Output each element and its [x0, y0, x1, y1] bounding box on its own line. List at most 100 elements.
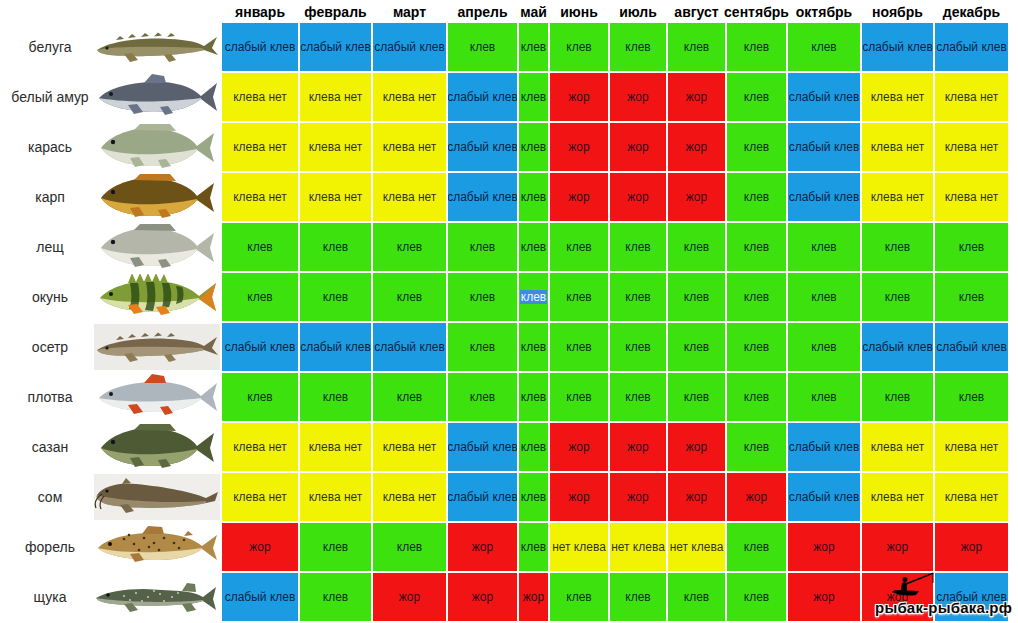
calendar-cell[interactable]: клев [519, 423, 548, 471]
calendar-cell[interactable]: слабый клев [935, 323, 1008, 371]
calendar-cell[interactable]: жор [610, 473, 666, 521]
calendar-cell[interactable]: клев [519, 373, 548, 421]
calendar-cell[interactable]: клев [788, 323, 860, 371]
calendar-cell[interactable]: клев [610, 223, 666, 271]
calendar-cell[interactable]: клева нет [373, 473, 446, 521]
calendar-cell[interactable]: клев [862, 373, 933, 421]
calendar-cell[interactable]: клев [788, 373, 860, 421]
calendar-cell[interactable]: клев [862, 273, 933, 321]
calendar-cell[interactable]: жор [550, 173, 608, 221]
calendar-cell[interactable]: жор [610, 123, 666, 171]
calendar-cell[interactable]: клев [519, 273, 548, 321]
calendar-cell[interactable]: жор [550, 123, 608, 171]
calendar-cell[interactable]: клева нет [373, 123, 446, 171]
calendar-cell[interactable]: клева нет [935, 173, 1008, 221]
calendar-cell[interactable]: клева нет [862, 73, 933, 121]
calendar-cell[interactable]: слабый клев [788, 73, 860, 121]
calendar-cell[interactable]: клева нет [373, 423, 446, 471]
calendar-cell[interactable]: клев [300, 373, 371, 421]
calendar-cell[interactable]: жор [550, 473, 608, 521]
calendar-cell[interactable]: клев [550, 273, 608, 321]
calendar-cell[interactable]: клев [668, 273, 725, 321]
calendar-cell[interactable]: клев [300, 273, 371, 321]
calendar-cell[interactable]: жор [550, 73, 608, 121]
calendar-cell[interactable]: клев [788, 23, 860, 71]
calendar-cell[interactable]: клев [519, 73, 548, 121]
calendar-cell[interactable]: жор [668, 123, 725, 171]
calendar-cell[interactable]: клева нет [300, 423, 371, 471]
calendar-cell[interactable]: жор [373, 573, 446, 621]
calendar-cell[interactable]: клев [727, 423, 786, 471]
calendar-cell[interactable]: клев [727, 573, 786, 621]
calendar-cell[interactable]: клева нет [935, 423, 1008, 471]
calendar-cell[interactable]: клева нет [862, 173, 933, 221]
calendar-cell[interactable]: слабый клев [862, 23, 933, 71]
calendar-cell[interactable]: клев [727, 223, 786, 271]
calendar-cell[interactable]: клев [727, 123, 786, 171]
calendar-cell[interactable]: клев [610, 23, 666, 71]
calendar-cell[interactable]: слабый клев [373, 323, 446, 371]
calendar-cell[interactable]: клев [610, 323, 666, 371]
calendar-cell[interactable]: слабый клев [788, 123, 860, 171]
calendar-cell[interactable]: клев [222, 273, 298, 321]
calendar-cell[interactable]: клева нет [935, 73, 1008, 121]
calendar-cell[interactable]: клев [519, 323, 548, 371]
calendar-cell[interactable]: клева нет [935, 473, 1008, 521]
calendar-cell[interactable]: жор [668, 73, 725, 121]
calendar-cell[interactable]: клев [788, 223, 860, 271]
calendar-cell[interactable]: клев [668, 373, 725, 421]
calendar-cell[interactable]: нет клева [668, 523, 725, 571]
calendar-cell[interactable]: клев [550, 23, 608, 71]
calendar-cell[interactable]: клева нет [862, 473, 933, 521]
calendar-cell[interactable]: клев [373, 523, 446, 571]
calendar-cell[interactable]: клев [550, 223, 608, 271]
calendar-cell[interactable]: жор [448, 523, 517, 571]
calendar-cell[interactable]: клева нет [300, 473, 371, 521]
calendar-cell[interactable]: клев [519, 473, 548, 521]
calendar-cell[interactable]: слабый клев [222, 323, 298, 371]
calendar-cell[interactable]: клева нет [935, 123, 1008, 171]
calendar-cell[interactable]: слабый клев [448, 473, 517, 521]
calendar-cell[interactable]: клев [727, 523, 786, 571]
calendar-cell[interactable]: клев [550, 573, 608, 621]
calendar-cell[interactable]: слабый клев [373, 23, 446, 71]
calendar-cell[interactable]: слабый клев [448, 423, 517, 471]
calendar-cell[interactable]: клев [668, 223, 725, 271]
calendar-cell[interactable]: клева нет [373, 73, 446, 121]
calendar-cell[interactable]: слабый клев [222, 23, 298, 71]
calendar-cell[interactable]: клев [610, 373, 666, 421]
calendar-cell[interactable]: клева нет [222, 73, 298, 121]
calendar-cell[interactable]: клева нет [222, 423, 298, 471]
calendar-cell[interactable]: слабый клев [300, 23, 371, 71]
calendar-cell[interactable]: слабый клев [448, 73, 517, 121]
calendar-cell[interactable]: клев [668, 573, 725, 621]
calendar-cell[interactable]: клев [300, 223, 371, 271]
calendar-cell[interactable]: слабый клев [448, 173, 517, 221]
calendar-cell[interactable]: клев [862, 223, 933, 271]
calendar-cell[interactable]: клев [519, 173, 548, 221]
calendar-cell[interactable]: клев [727, 273, 786, 321]
calendar-cell[interactable]: клев [373, 373, 446, 421]
calendar-cell[interactable]: слабый клев [222, 573, 298, 621]
calendar-cell[interactable]: клев [519, 23, 548, 71]
calendar-cell[interactable]: жор [222, 523, 298, 571]
calendar-cell[interactable]: клев [727, 323, 786, 371]
calendar-cell[interactable]: слабый клев [788, 173, 860, 221]
calendar-cell[interactable]: жор [610, 173, 666, 221]
calendar-cell[interactable]: слабый клев [862, 323, 933, 371]
calendar-cell[interactable]: жор [668, 423, 725, 471]
calendar-cell[interactable]: клева нет [222, 173, 298, 221]
calendar-cell[interactable]: клев [610, 573, 666, 621]
calendar-cell[interactable]: клева нет [222, 473, 298, 521]
calendar-cell[interactable]: клев [610, 273, 666, 321]
calendar-cell[interactable]: жор [550, 423, 608, 471]
calendar-cell[interactable]: слабый клев [788, 473, 860, 521]
calendar-cell[interactable]: клева нет [222, 123, 298, 171]
calendar-cell[interactable]: слабый клев [448, 123, 517, 171]
calendar-cell[interactable]: жор [610, 73, 666, 121]
calendar-cell[interactable]: клев [727, 173, 786, 221]
calendar-cell[interactable]: слабый клев [300, 323, 371, 371]
calendar-cell[interactable]: клева нет [300, 73, 371, 121]
calendar-cell[interactable]: клев [727, 373, 786, 421]
calendar-cell[interactable]: слабый клев [788, 423, 860, 471]
